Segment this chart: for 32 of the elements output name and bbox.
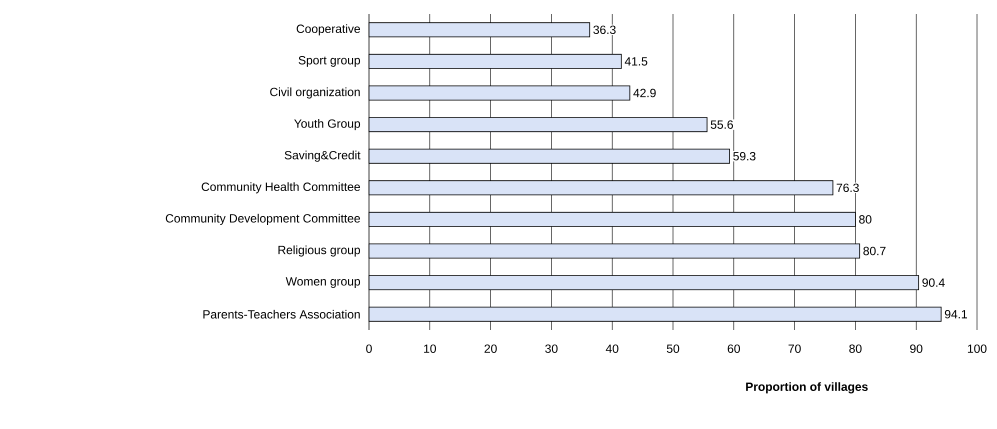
x-tick-label: 80: [849, 344, 862, 353]
y-tick-label: Community Development Committee: [166, 214, 360, 225]
y-tick-label: Civil organization: [270, 87, 360, 99]
data-label: 94.1: [944, 310, 968, 318]
data-label: 55.6: [710, 120, 733, 129]
x-tick-label: 100: [968, 344, 987, 353]
x-tick-label: 30: [545, 344, 558, 353]
data-label: 76.3: [836, 184, 859, 192]
x-tick-label: 40: [606, 344, 618, 353]
data-label: 41.5: [624, 57, 648, 66]
y-tick-label: Youth Group: [294, 119, 360, 130]
y-tick-label: Community Health Committee: [202, 182, 360, 194]
data-label: 80.7: [863, 246, 886, 256]
x-tick-label: 90: [910, 344, 922, 353]
x-tick-label: 50: [666, 344, 680, 353]
x-tick-label: 70: [788, 344, 801, 353]
y-tick-label: Cooperative: [296, 24, 360, 36]
data-label: 42.9: [633, 88, 656, 98]
x-axis-title: Proportion of villages: [746, 382, 868, 394]
x-tick-label: 0: [366, 344, 372, 353]
data-label: 90.4: [922, 278, 945, 287]
data-label: 80: [859, 215, 872, 224]
y-tick-label: Women group: [286, 277, 360, 288]
y-tick-label: Religious group: [278, 245, 360, 257]
data-label: 59.3: [733, 152, 756, 160]
y-tick-label: Parents-Teachers Association: [203, 310, 360, 319]
x-tick-label: 60: [728, 344, 740, 353]
y-tick-label: Sport group: [298, 56, 360, 67]
y-tick-label: Saving&Credit: [284, 150, 360, 162]
x-tick-label: 20: [484, 344, 497, 353]
x-tick-label: 10: [424, 344, 436, 353]
data-label: 36.3: [593, 26, 616, 34]
